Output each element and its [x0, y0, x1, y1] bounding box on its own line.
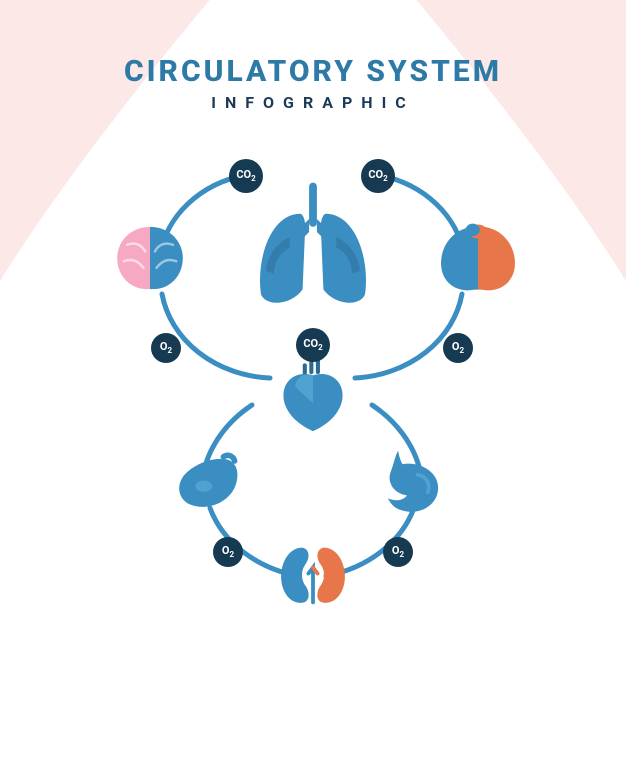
gas-badge: O2 — [443, 333, 473, 363]
diagram-canvas — [0, 0, 626, 626]
gas-badge-label: CO2 — [236, 169, 255, 183]
kidneys-icon — [270, 537, 356, 613]
heart-icon — [272, 354, 354, 436]
gas-badge: CO2 — [361, 159, 395, 193]
gas-badge-label: O2 — [160, 341, 172, 355]
gas-badge: CO2 — [296, 328, 330, 362]
gas-badge: O2 — [151, 333, 181, 363]
gas-badge-label: O2 — [452, 341, 464, 355]
gas-badge: CO2 — [229, 159, 263, 193]
gas-badge-label: O2 — [392, 545, 404, 559]
spleen-icon — [169, 447, 247, 517]
gas-badge-label: CO2 — [303, 338, 322, 352]
lungs-icon — [248, 180, 378, 310]
gas-badge: O2 — [383, 537, 413, 567]
gas-badge-label: CO2 — [368, 169, 387, 183]
stomach-icon — [373, 445, 447, 519]
gas-badge: O2 — [213, 537, 243, 567]
brain-icon — [109, 217, 191, 299]
gas-badge-label: O2 — [222, 545, 234, 559]
liver-icon — [434, 214, 522, 302]
